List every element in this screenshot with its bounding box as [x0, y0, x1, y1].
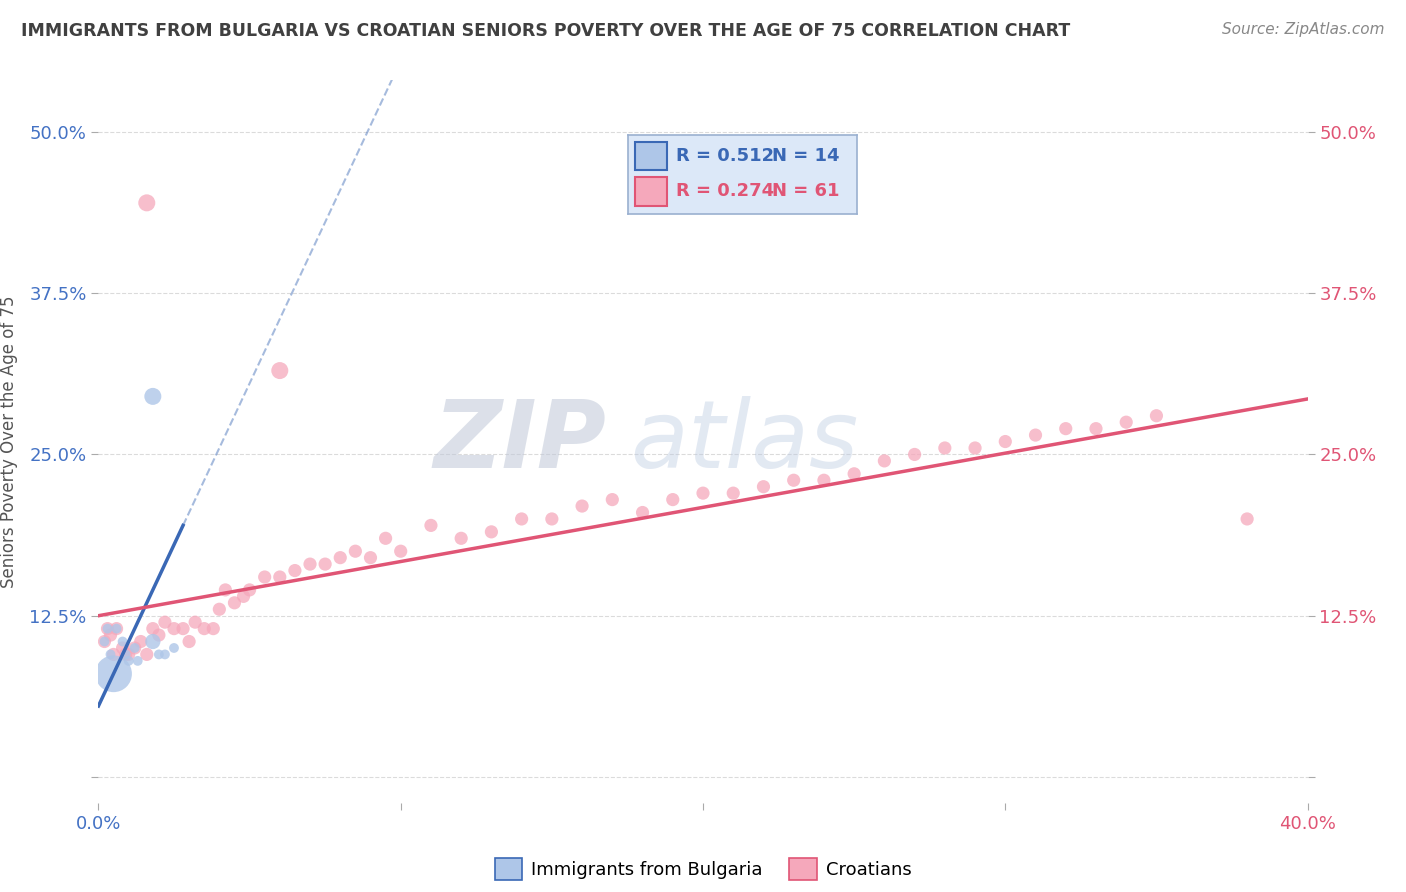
- Point: [103, 648, 125, 662]
- Point: [124, 640, 146, 655]
- Bar: [636, 178, 666, 205]
- Point: [571, 499, 593, 513]
- Point: [127, 654, 149, 668]
- Text: R = 0.274: R = 0.274: [676, 182, 775, 201]
- Point: [269, 363, 291, 377]
- Point: [103, 666, 125, 681]
- Point: [118, 648, 141, 662]
- Point: [153, 648, 176, 662]
- Point: [148, 628, 170, 642]
- Point: [93, 634, 115, 648]
- Point: [124, 640, 146, 655]
- Point: [844, 467, 866, 481]
- Point: [111, 634, 134, 648]
- Point: [873, 454, 896, 468]
- Point: [510, 512, 533, 526]
- Legend: Immigrants from Bulgaria, Croatians: Immigrants from Bulgaria, Croatians: [488, 851, 918, 888]
- Text: IMMIGRANTS FROM BULGARIA VS CROATIAN SENIORS POVERTY OVER THE AGE OF 75 CORRELAT: IMMIGRANTS FROM BULGARIA VS CROATIAN SEN…: [21, 22, 1070, 40]
- Text: N = 61: N = 61: [772, 182, 839, 201]
- Point: [934, 441, 956, 455]
- Point: [142, 389, 165, 403]
- Point: [481, 524, 503, 539]
- Point: [114, 648, 136, 662]
- Point: [105, 622, 128, 636]
- Point: [172, 622, 194, 636]
- Point: [1085, 422, 1108, 436]
- Point: [163, 622, 186, 636]
- Point: [153, 615, 176, 630]
- Point: [202, 622, 225, 636]
- Point: [661, 492, 683, 507]
- Point: [224, 596, 246, 610]
- Point: [994, 434, 1017, 449]
- Point: [374, 531, 396, 545]
- Point: [208, 602, 231, 616]
- Point: [360, 550, 382, 565]
- Point: [389, 544, 412, 558]
- Text: ZIP: ZIP: [433, 395, 606, 488]
- Point: [179, 634, 201, 648]
- Point: [135, 195, 157, 210]
- Point: [540, 512, 562, 526]
- Text: N = 14: N = 14: [772, 147, 839, 165]
- Point: [96, 622, 118, 636]
- Point: [602, 492, 624, 507]
- Point: [299, 557, 322, 571]
- Point: [314, 557, 336, 571]
- Point: [111, 640, 134, 655]
- Point: [93, 634, 115, 648]
- Point: [96, 622, 118, 636]
- Point: [100, 648, 122, 662]
- Text: R = 0.512: R = 0.512: [676, 147, 775, 165]
- Point: [135, 648, 157, 662]
- Point: [1236, 512, 1258, 526]
- Point: [450, 531, 472, 545]
- Point: [344, 544, 367, 558]
- Point: [232, 590, 254, 604]
- Point: [420, 518, 443, 533]
- Point: [184, 615, 207, 630]
- Point: [118, 654, 141, 668]
- Point: [269, 570, 291, 584]
- Point: [1054, 422, 1077, 436]
- Point: [723, 486, 745, 500]
- Point: [904, 447, 927, 461]
- Point: [129, 634, 152, 648]
- Point: [142, 622, 165, 636]
- Point: [142, 634, 165, 648]
- Point: [193, 622, 215, 636]
- Point: [239, 582, 262, 597]
- Point: [100, 628, 122, 642]
- Point: [752, 480, 775, 494]
- Point: [1144, 409, 1167, 423]
- Point: [214, 582, 236, 597]
- Point: [965, 441, 987, 455]
- Point: [1024, 428, 1046, 442]
- Point: [692, 486, 714, 500]
- Bar: [636, 142, 666, 170]
- Point: [813, 473, 835, 487]
- Y-axis label: Seniors Poverty Over the Age of 75: Seniors Poverty Over the Age of 75: [0, 295, 18, 588]
- Point: [163, 640, 186, 655]
- Point: [1115, 415, 1137, 429]
- Point: [148, 648, 170, 662]
- Point: [253, 570, 276, 584]
- Point: [783, 473, 806, 487]
- Point: [105, 622, 128, 636]
- Point: [114, 648, 136, 662]
- Text: atlas: atlas: [630, 396, 859, 487]
- Point: [631, 506, 654, 520]
- Point: [329, 550, 352, 565]
- Point: [284, 564, 307, 578]
- Text: Source: ZipAtlas.com: Source: ZipAtlas.com: [1222, 22, 1385, 37]
